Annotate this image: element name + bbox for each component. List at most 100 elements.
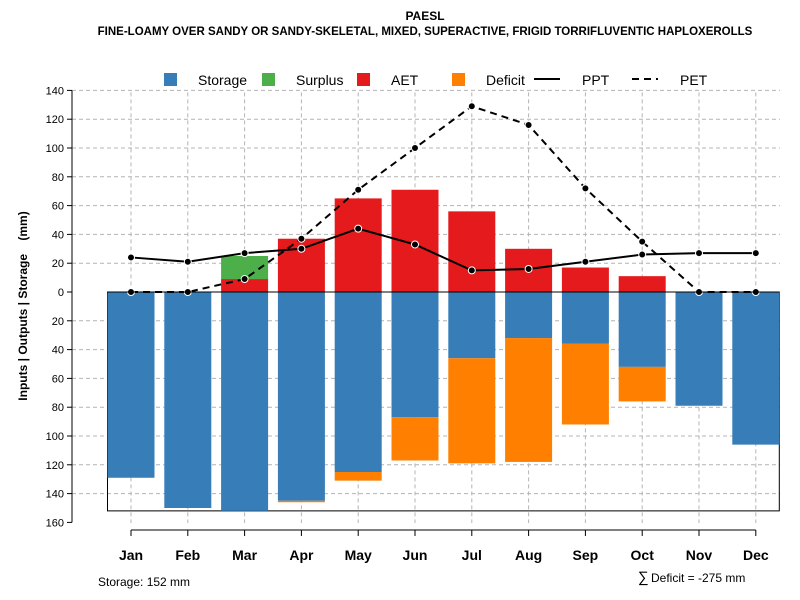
aet-bar [618, 276, 666, 292]
storage-annotation: Storage: 152 mm [98, 575, 190, 589]
x-tick-label: Nov [686, 547, 713, 563]
axes: 140 120 100 80 60 40 20 0 20 40 60 80 100 120 140 160 Ja… [46, 85, 780, 563]
chart-title: PAESL [405, 9, 444, 23]
x-tick-label: Feb [175, 547, 200, 563]
legend-item-storage: Storage [164, 72, 247, 88]
storage-bar [391, 292, 439, 418]
legend-item-pet: PET [632, 72, 708, 88]
x-tick-label: Mar [232, 547, 257, 563]
chart-subtitle: FINE-LOAMY OVER SANDY OR SANDY-SKELETAL,… [98, 26, 753, 38]
storage-bar [107, 292, 155, 478]
y-tick-label: 80 [52, 172, 64, 184]
pet-line-point [411, 144, 419, 152]
deficit-bar [448, 358, 496, 464]
pet-line-point [354, 185, 363, 194]
deficit-sum-symbol: ∑ [638, 569, 649, 586]
deficit-bar [561, 343, 609, 425]
x-tick-label: Dec [743, 547, 769, 563]
storage-bar [505, 292, 553, 339]
storage-bar [675, 292, 723, 406]
storage-bar [448, 292, 496, 359]
y-tick-label: 140 [46, 489, 64, 501]
legend-label: AET [391, 72, 419, 88]
y-tick-label: 120 [46, 460, 64, 472]
deficit-annotation: Deficit = -275 mm [651, 571, 745, 585]
x-tick-label: Jan [119, 547, 143, 563]
ppt-line-point [183, 257, 192, 266]
bars [107, 189, 780, 512]
pet-line-point [524, 120, 533, 129]
x-tick-label: Sep [573, 547, 599, 563]
legend-swatch [357, 73, 370, 86]
legend-swatch [164, 73, 177, 86]
deficit-bar [391, 417, 439, 461]
ppt-line-point [240, 249, 249, 258]
ppt-line-point [127, 253, 135, 262]
legend-label: Storage [198, 72, 247, 88]
pet-line-point [240, 275, 249, 284]
storage-bar [334, 292, 382, 472]
y-tick-label: 60 [52, 201, 64, 213]
pet-line-point [467, 102, 476, 111]
x-tick-label: May [345, 547, 372, 563]
ppt-line-point [411, 240, 419, 249]
pet-line [131, 105, 756, 293]
ppt-line-point [524, 264, 533, 273]
x-tick-label: Aug [515, 547, 542, 563]
legend-label: Deficit [486, 72, 525, 88]
storage-bar [277, 292, 325, 501]
y-tick-label: 0 [58, 287, 64, 299]
deficit-bar [277, 500, 325, 503]
y-tick-label: 20 [52, 316, 64, 328]
ppt-line-point [751, 249, 760, 258]
ppt-line-point [638, 250, 647, 259]
ppt-line [130, 227, 756, 272]
pet-line-point [638, 237, 647, 246]
ppt-line-point [354, 224, 363, 233]
storage-bar [561, 292, 609, 344]
x-tick-label: Jun [403, 547, 428, 563]
legend: Storage Surplus AET Deficit PPT PET [164, 72, 708, 88]
surplus-bar [221, 256, 269, 280]
ppt-line-point [581, 257, 590, 266]
legend-item-ppt: PPT [534, 72, 610, 88]
storage-bar [618, 292, 666, 367]
legend-label: PET [680, 72, 708, 88]
y-axis-label: Inputs | Outputs | Storage (mm) [16, 211, 30, 400]
y-tick-label: 40 [52, 229, 64, 241]
y-tick-label: 60 [52, 373, 64, 385]
deficit-bar [618, 366, 666, 402]
y-tick-label: 140 [46, 85, 64, 97]
legend-item-deficit: Deficit [452, 72, 525, 88]
aet-bar [448, 211, 496, 292]
pet-line-point [297, 234, 306, 243]
aet-bar [334, 198, 382, 292]
legend-swatch [452, 73, 465, 86]
y-tick-label: 20 [52, 258, 64, 270]
storage-bar [221, 292, 269, 511]
storage-bar [732, 292, 780, 445]
x-tick-label: Oct [631, 547, 655, 563]
legend-item-surplus: Surplus [262, 72, 343, 88]
pet-line-point [581, 184, 590, 193]
y-tick-label: 160 [46, 517, 64, 529]
ppt-line-point [467, 266, 476, 275]
y-tick-label: 120 [46, 114, 64, 126]
y-tick-label: 80 [52, 402, 64, 414]
lines [127, 102, 760, 296]
ppt-line-point [695, 249, 703, 258]
x-tick-label: Apr [289, 547, 314, 563]
y-tick-label: 40 [52, 345, 64, 357]
y-tick-label: 100 [46, 143, 64, 155]
y-tick-label: 100 [46, 431, 64, 443]
legend-item-aet: AET [357, 72, 419, 88]
ppt-line-point [297, 244, 306, 253]
legend-swatch [262, 73, 275, 86]
deficit-bar [334, 472, 382, 481]
aet-bar [561, 267, 609, 292]
storage-bar [164, 292, 212, 508]
deficit-bar [505, 338, 553, 462]
legend-label: PPT [582, 72, 610, 88]
x-tick-label: Jul [462, 547, 482, 563]
